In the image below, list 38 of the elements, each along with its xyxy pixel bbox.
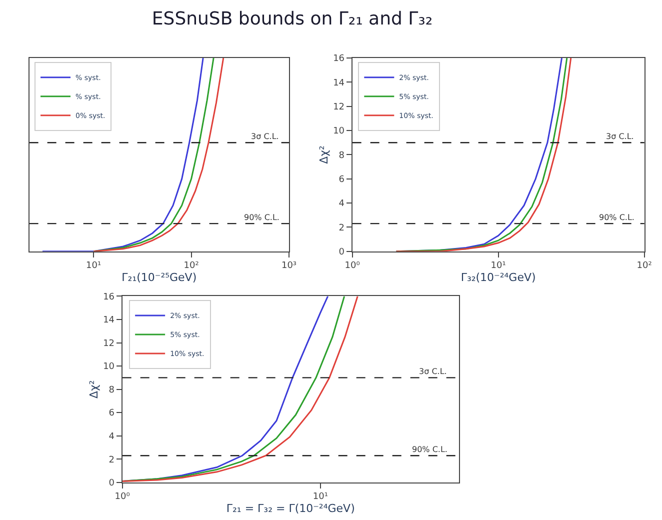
y-axis-title: Δχ² [88, 380, 101, 398]
y-tick-label: 0 [108, 478, 115, 489]
x-axis-title: Γ₂₁ = Γ₃₂ = Γ(10⁻²⁴GeV) [226, 502, 355, 516]
y-tick-label: 8 [108, 385, 115, 396]
ref-line-label: 3σ C.L. [251, 132, 279, 141]
y-tick-label: 16 [103, 292, 115, 302]
x-tick-label: 10¹ [86, 261, 102, 272]
x-tick-label: 10⁰ [344, 261, 360, 272]
ref-line-label: 3σ C.L. [419, 367, 447, 376]
y-tick-label: 14 [333, 78, 345, 88]
ref-line-label: 3σ C.L. [606, 132, 634, 141]
y-tick-label: 10 [333, 126, 345, 137]
y-tick-label: 0 [338, 248, 345, 258]
y-tick-label: 6 [338, 175, 345, 186]
y-tick-label: 2 [338, 223, 345, 234]
y-tick-label: 10 [103, 362, 115, 372]
x-axis-title: Γ₂₁(10⁻²⁵GeV) [122, 271, 197, 284]
x-tick-label: 10³ [281, 261, 297, 272]
x-axis-title: Γ₃₂(10⁻²⁴GeV) [460, 271, 536, 284]
y-tick-label: 4 [108, 432, 115, 442]
ref-line-label: 90% C.L. [412, 445, 448, 454]
x-tick-label: 10² [636, 261, 652, 272]
y-tick-label: 6 [108, 408, 115, 419]
ref-line-label: 90% C.L. [244, 213, 280, 222]
x-tick-label: 10² [184, 261, 200, 272]
x-tick-label: 10¹ [312, 492, 328, 502]
x-tick-label: 10¹ [490, 261, 506, 272]
y-tick-label: 4 [338, 199, 345, 210]
y-tick-label: 8 [338, 150, 345, 161]
y-tick-label: 12 [333, 102, 345, 113]
y-tick-label: 16 [333, 54, 345, 64]
chart-title: ESSnuSB bounds on Γ₂₁ and Γ₃₂ [152, 8, 433, 30]
y-tick-label: 14 [103, 316, 115, 326]
ref-line-label: 90% C.L. [599, 213, 634, 222]
y-tick-label: 12 [103, 338, 115, 349]
x-tick-label: 10⁰ [114, 492, 130, 502]
y-axis-title: Δχ² [318, 146, 331, 164]
y-tick-label: 2 [108, 455, 115, 466]
